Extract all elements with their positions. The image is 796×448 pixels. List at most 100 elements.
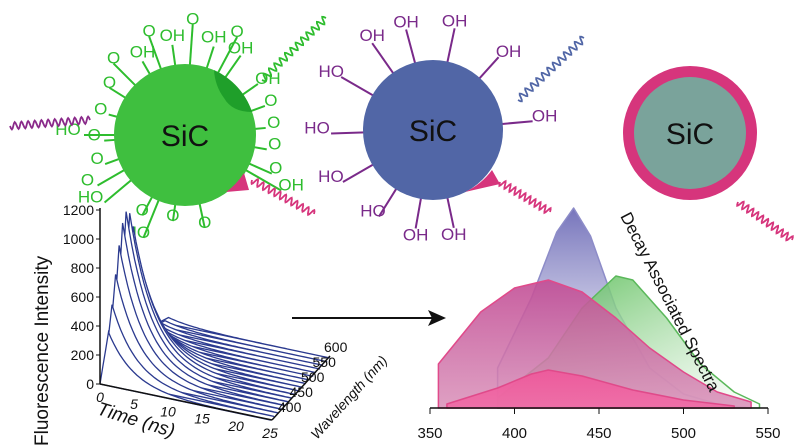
ligand-bond [247, 162, 273, 175]
ligand-label: O [107, 49, 120, 68]
ligand-bond [331, 131, 366, 135]
das-tick-label: 550 [755, 425, 780, 442]
y-axis-title-3d: Fluorescence Intensity [32, 255, 53, 446]
wave-blue-top [517, 35, 585, 103]
ligand-label: O [81, 171, 94, 190]
decay-curves [99, 211, 331, 421]
y-tick-label: 0 [86, 376, 94, 392]
ligand-label: OH [496, 42, 522, 61]
ligand-bond [405, 29, 417, 65]
y-tick-label: 1200 [63, 202, 94, 218]
ligand-label: OH [532, 106, 558, 125]
wavelength-tick-label: 550 [313, 354, 337, 370]
blue-group-labels: OH OH OH OH OH OH HO HO HO HO OH [304, 11, 557, 244]
blue-particle-magenta-patch [465, 170, 500, 192]
ligand-label: O [267, 113, 280, 132]
green-particle-magenta-patch [226, 173, 249, 192]
wavelength-tick-label: 600 [324, 339, 348, 355]
y-tick-label: 600 [71, 289, 95, 305]
ligand-bond [104, 157, 121, 166]
ligand-bond [108, 86, 128, 100]
y-tick-label: 200 [71, 347, 95, 363]
wave-magenta-coreshell [736, 200, 794, 242]
wavelength-tick-label: 450 [290, 384, 314, 400]
ligand-bond [141, 60, 152, 76]
ligand-bond [97, 168, 126, 187]
ligand-bond [446, 196, 455, 229]
ligand-label: O [142, 21, 155, 40]
wave-green-top [261, 15, 327, 83]
ligand-bond [371, 42, 395, 75]
ligand-label: O [166, 206, 179, 225]
ligand-bond [142, 198, 161, 239]
time-tick-label: 25 [261, 425, 278, 441]
time-tick-label: 15 [194, 411, 210, 427]
ligand-label: OH [359, 26, 385, 45]
ligand-label: OH [255, 69, 281, 88]
ligand-label: O [186, 9, 199, 28]
ligand-label: O [198, 213, 211, 232]
wavelength-tick-label: 400 [278, 399, 302, 415]
y-tick-label: 1000 [63, 231, 94, 247]
ligand-label: HO [318, 62, 344, 81]
ligand-bond [171, 44, 177, 67]
ligand-label: HO [318, 167, 344, 186]
decay-curve [145, 321, 317, 374]
time-tick-label: 0 [96, 389, 104, 405]
ligand-label: O [136, 200, 149, 219]
ligand-label: O [103, 73, 116, 92]
coreshell-particle-label: SiC [666, 118, 714, 151]
ligand-label: OH [228, 39, 254, 58]
das-areas [437, 207, 761, 409]
green-particle [114, 64, 256, 206]
y-tick-label: 800 [71, 260, 95, 276]
time-tick-label: 5 [130, 396, 138, 412]
ligand-label: OH [403, 225, 429, 244]
ligand-bond [340, 76, 375, 97]
y-ticks-3d: 0 200 400 600 800 1000 1200 [63, 202, 100, 392]
ligand-label: HO [78, 187, 104, 206]
das-ticks: 350 400 450 500 550 [417, 408, 781, 442]
ligand-bond [240, 83, 259, 97]
das-tick-label: 350 [417, 425, 442, 442]
blue-particle-label: SiC [409, 115, 457, 148]
time-axis-line [99, 383, 273, 421]
process-arrow [292, 310, 446, 326]
decay-curve [148, 323, 321, 370]
ligand-bond [141, 195, 154, 216]
wavelength-tick-label: 500 [301, 369, 325, 385]
ligand-label: OH [442, 11, 468, 30]
ligand-bond [103, 178, 133, 204]
ligand-bond [249, 104, 266, 113]
ligand-label: OH [130, 42, 156, 61]
ligand-label: O [264, 91, 277, 110]
ligand-bond [216, 36, 238, 75]
ligand-label: O [268, 134, 281, 153]
ligand-bond [378, 187, 398, 218]
ligand-bond [342, 163, 375, 183]
blue-particle-group: SiC OH OH OH OH OH OH HO HO HO HO OH [304, 11, 585, 244]
ligand-label: OH [441, 225, 467, 244]
decay-curve [158, 316, 331, 359]
ligand-bond [198, 202, 206, 229]
ligand-bond [477, 56, 500, 81]
time-ticks-3d: 0 5 10 15 20 25 [96, 389, 278, 441]
ligand-label: HO [360, 202, 386, 221]
ligand-label: OH [393, 13, 419, 32]
ligand-bond [500, 120, 533, 126]
ligand-label: O [88, 126, 101, 145]
ligand-bond [205, 46, 215, 70]
ligand-label: OH [278, 176, 304, 195]
ligand-bond [171, 203, 177, 222]
das-tick-label: 500 [671, 425, 696, 442]
ligand-bond [112, 62, 137, 87]
das-series-area [446, 369, 735, 409]
das-chart: 350 400 450 500 550 Decay Associated Spectra [417, 207, 781, 442]
das-series-area [437, 279, 752, 409]
ligand-bond [252, 145, 267, 151]
ligand-label: OH [201, 28, 227, 47]
green-particle-dark-patch [214, 70, 252, 112]
